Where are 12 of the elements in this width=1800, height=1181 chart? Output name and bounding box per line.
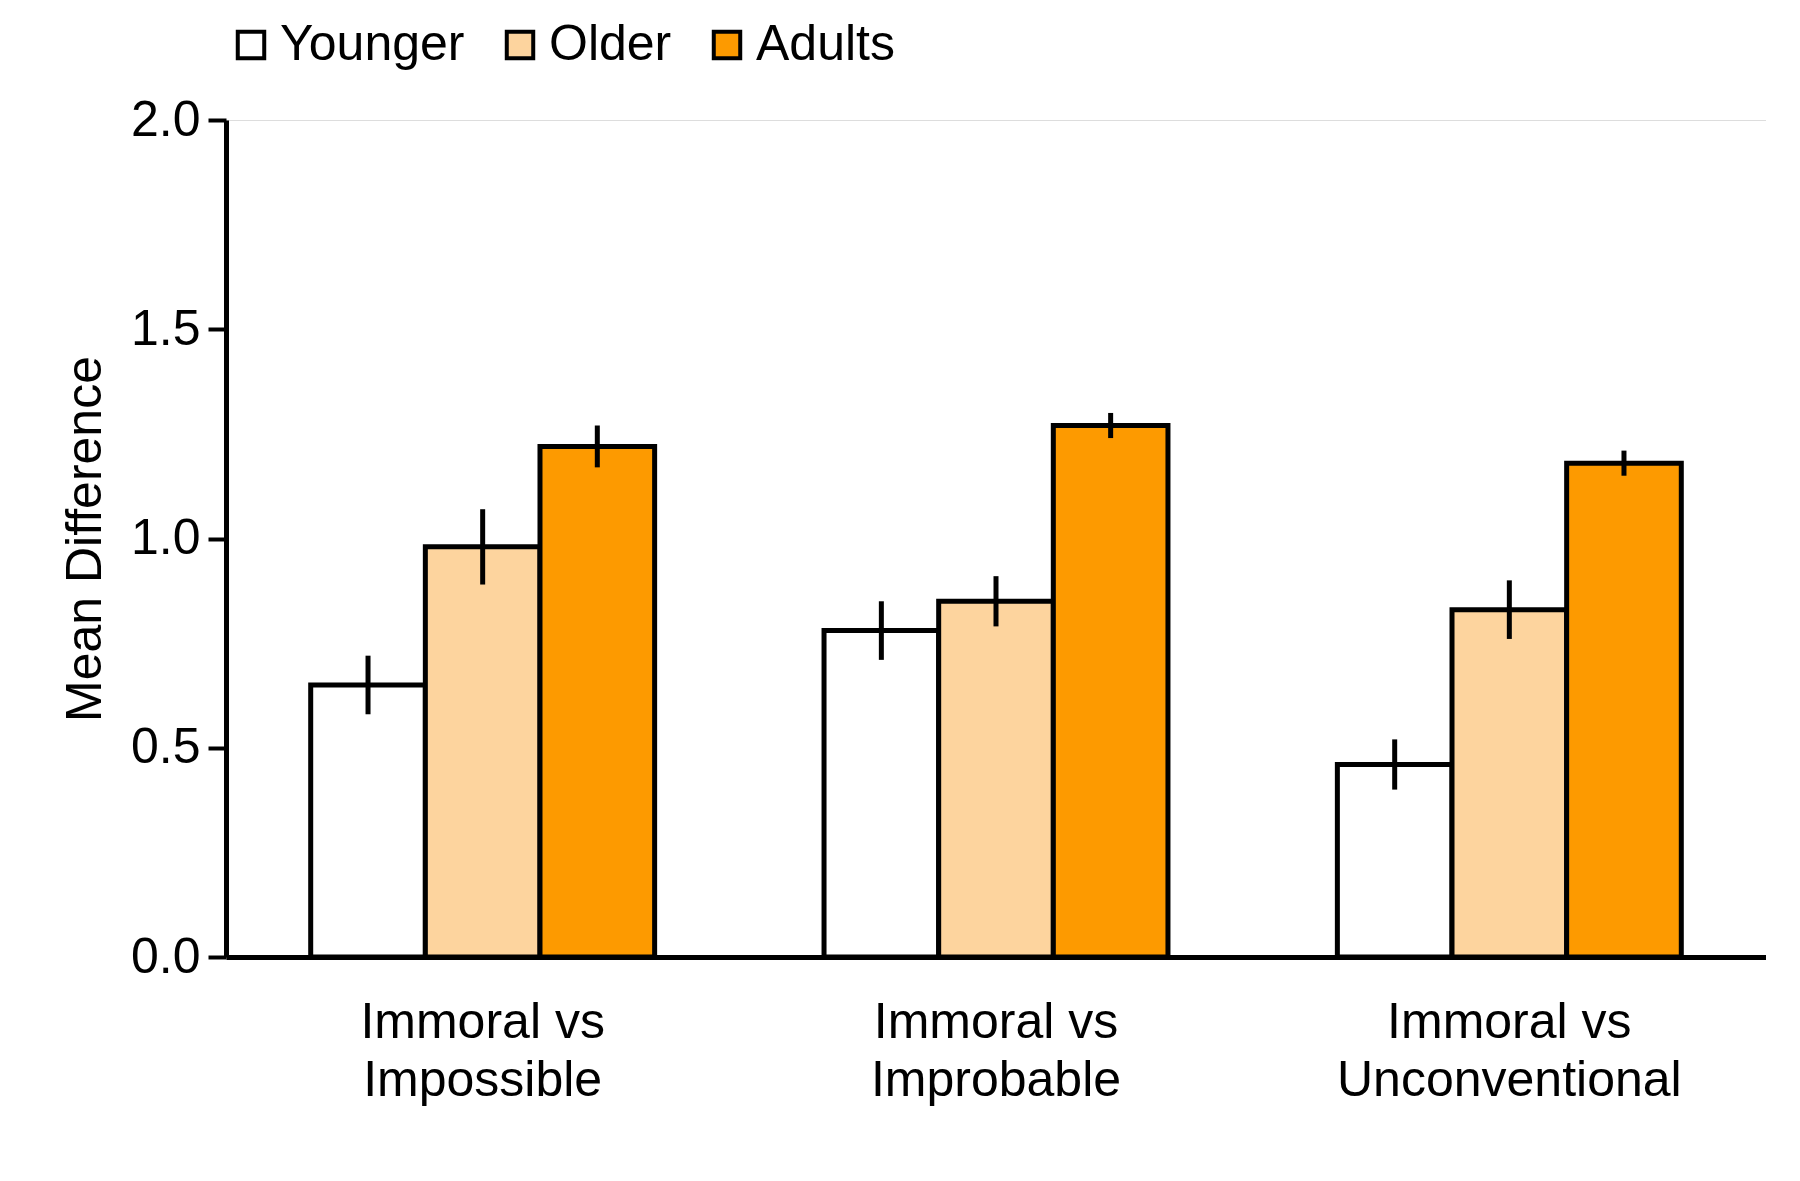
x-tick-label: Immoral vs Impossible [360,992,605,1107]
legend-label: Adults [756,15,895,71]
legend-label: Younger [280,15,465,71]
y-tick-label: 0.0 [130,927,201,984]
y-tick-label: 1.0 [130,509,201,565]
legend-label: Older [549,15,672,71]
x-tick-label: Immoral vs Unconventional [1336,992,1682,1107]
y-tick-label: 0.5 [130,718,201,775]
x-tick-label: Immoral vs Improbable [870,992,1122,1107]
y-tick-label: 2.0 [130,90,201,147]
y-tick-label: 1.5 [130,299,201,356]
y-axis-title: Mean Difference [55,356,112,722]
